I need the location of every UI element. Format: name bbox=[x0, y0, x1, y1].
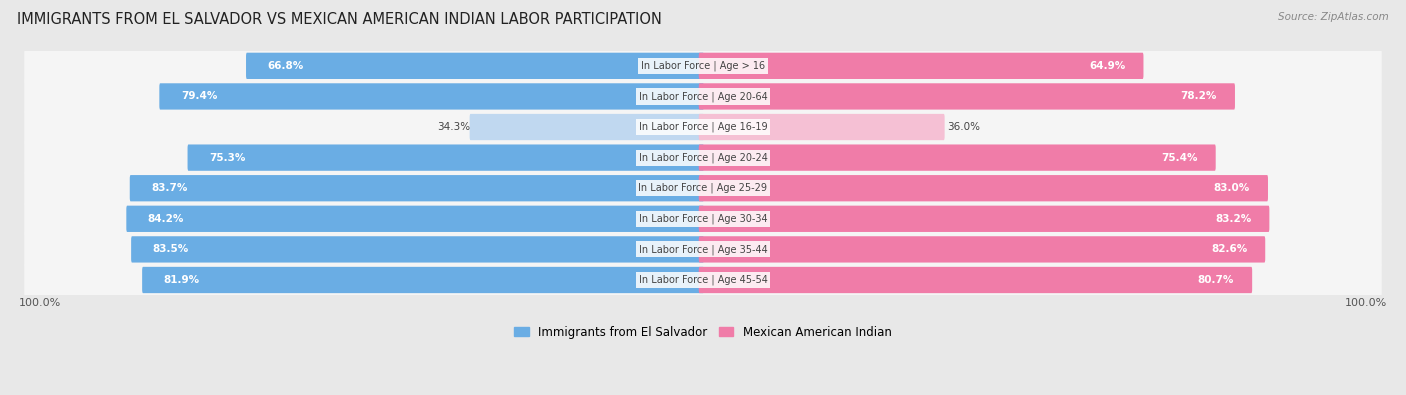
Text: 78.2%: 78.2% bbox=[1181, 91, 1218, 102]
Text: 84.2%: 84.2% bbox=[148, 214, 184, 224]
FancyBboxPatch shape bbox=[24, 201, 1382, 237]
FancyBboxPatch shape bbox=[131, 236, 704, 263]
Text: 100.0%: 100.0% bbox=[1346, 298, 1388, 308]
FancyBboxPatch shape bbox=[699, 114, 945, 140]
Text: In Labor Force | Age 16-19: In Labor Force | Age 16-19 bbox=[638, 122, 768, 132]
FancyBboxPatch shape bbox=[187, 145, 704, 171]
FancyBboxPatch shape bbox=[24, 262, 1382, 298]
FancyBboxPatch shape bbox=[699, 145, 1216, 171]
Text: 66.8%: 66.8% bbox=[267, 61, 304, 71]
Text: 100.0%: 100.0% bbox=[18, 298, 60, 308]
FancyBboxPatch shape bbox=[24, 48, 1382, 84]
Text: In Labor Force | Age 30-34: In Labor Force | Age 30-34 bbox=[638, 214, 768, 224]
Text: 83.5%: 83.5% bbox=[153, 245, 188, 254]
FancyBboxPatch shape bbox=[159, 83, 704, 109]
FancyBboxPatch shape bbox=[24, 171, 1382, 206]
Text: 34.3%: 34.3% bbox=[437, 122, 471, 132]
Text: 36.0%: 36.0% bbox=[948, 122, 980, 132]
Text: 83.0%: 83.0% bbox=[1213, 183, 1250, 193]
Text: Source: ZipAtlas.com: Source: ZipAtlas.com bbox=[1278, 12, 1389, 22]
Text: 83.2%: 83.2% bbox=[1215, 214, 1251, 224]
Legend: Immigrants from El Salvador, Mexican American Indian: Immigrants from El Salvador, Mexican Ame… bbox=[510, 321, 896, 343]
Text: 75.3%: 75.3% bbox=[209, 152, 246, 163]
FancyBboxPatch shape bbox=[24, 140, 1382, 175]
Text: 82.6%: 82.6% bbox=[1211, 245, 1247, 254]
Text: 81.9%: 81.9% bbox=[163, 275, 200, 285]
FancyBboxPatch shape bbox=[142, 267, 704, 293]
Text: In Labor Force | Age 25-29: In Labor Force | Age 25-29 bbox=[638, 183, 768, 194]
FancyBboxPatch shape bbox=[24, 79, 1382, 114]
FancyBboxPatch shape bbox=[24, 109, 1382, 145]
FancyBboxPatch shape bbox=[127, 206, 704, 232]
FancyBboxPatch shape bbox=[699, 206, 1270, 232]
FancyBboxPatch shape bbox=[699, 53, 1143, 79]
Text: 83.7%: 83.7% bbox=[152, 183, 187, 193]
FancyBboxPatch shape bbox=[24, 231, 1382, 267]
Text: In Labor Force | Age > 16: In Labor Force | Age > 16 bbox=[641, 60, 765, 71]
FancyBboxPatch shape bbox=[470, 114, 704, 140]
Text: In Labor Force | Age 35-44: In Labor Force | Age 35-44 bbox=[638, 244, 768, 255]
FancyBboxPatch shape bbox=[699, 267, 1253, 293]
Text: 79.4%: 79.4% bbox=[181, 91, 217, 102]
Text: In Labor Force | Age 20-64: In Labor Force | Age 20-64 bbox=[638, 91, 768, 102]
Text: 64.9%: 64.9% bbox=[1090, 61, 1125, 71]
FancyBboxPatch shape bbox=[699, 83, 1234, 109]
FancyBboxPatch shape bbox=[246, 53, 704, 79]
Text: 80.7%: 80.7% bbox=[1198, 275, 1234, 285]
Text: IMMIGRANTS FROM EL SALVADOR VS MEXICAN AMERICAN INDIAN LABOR PARTICIPATION: IMMIGRANTS FROM EL SALVADOR VS MEXICAN A… bbox=[17, 12, 662, 27]
Text: 75.4%: 75.4% bbox=[1161, 152, 1198, 163]
FancyBboxPatch shape bbox=[699, 175, 1268, 201]
FancyBboxPatch shape bbox=[129, 175, 704, 201]
Text: In Labor Force | Age 20-24: In Labor Force | Age 20-24 bbox=[638, 152, 768, 163]
FancyBboxPatch shape bbox=[699, 236, 1265, 263]
Text: In Labor Force | Age 45-54: In Labor Force | Age 45-54 bbox=[638, 275, 768, 285]
